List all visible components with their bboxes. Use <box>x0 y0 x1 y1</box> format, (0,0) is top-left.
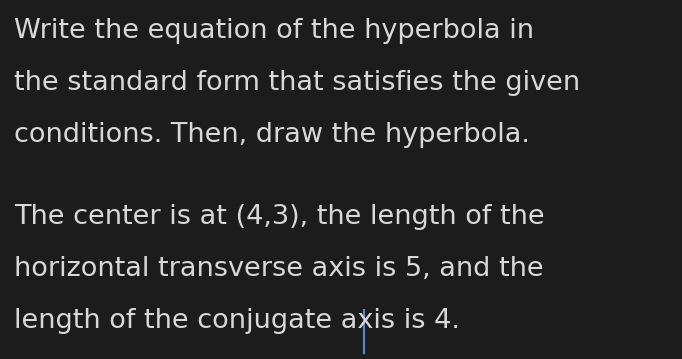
Text: the standard form that satisfies the given: the standard form that satisfies the giv… <box>14 70 580 96</box>
Text: horizontal transverse axis is 5, and the: horizontal transverse axis is 5, and the <box>14 256 544 282</box>
Text: The center is at (4,3), the length of the: The center is at (4,3), the length of th… <box>14 204 545 230</box>
Text: conditions. Then, draw the hyperbola.: conditions. Then, draw the hyperbola. <box>14 122 530 148</box>
Text: Write the equation of the hyperbola in: Write the equation of the hyperbola in <box>14 18 534 44</box>
Text: length of the conjugate axis is 4.: length of the conjugate axis is 4. <box>14 308 460 334</box>
